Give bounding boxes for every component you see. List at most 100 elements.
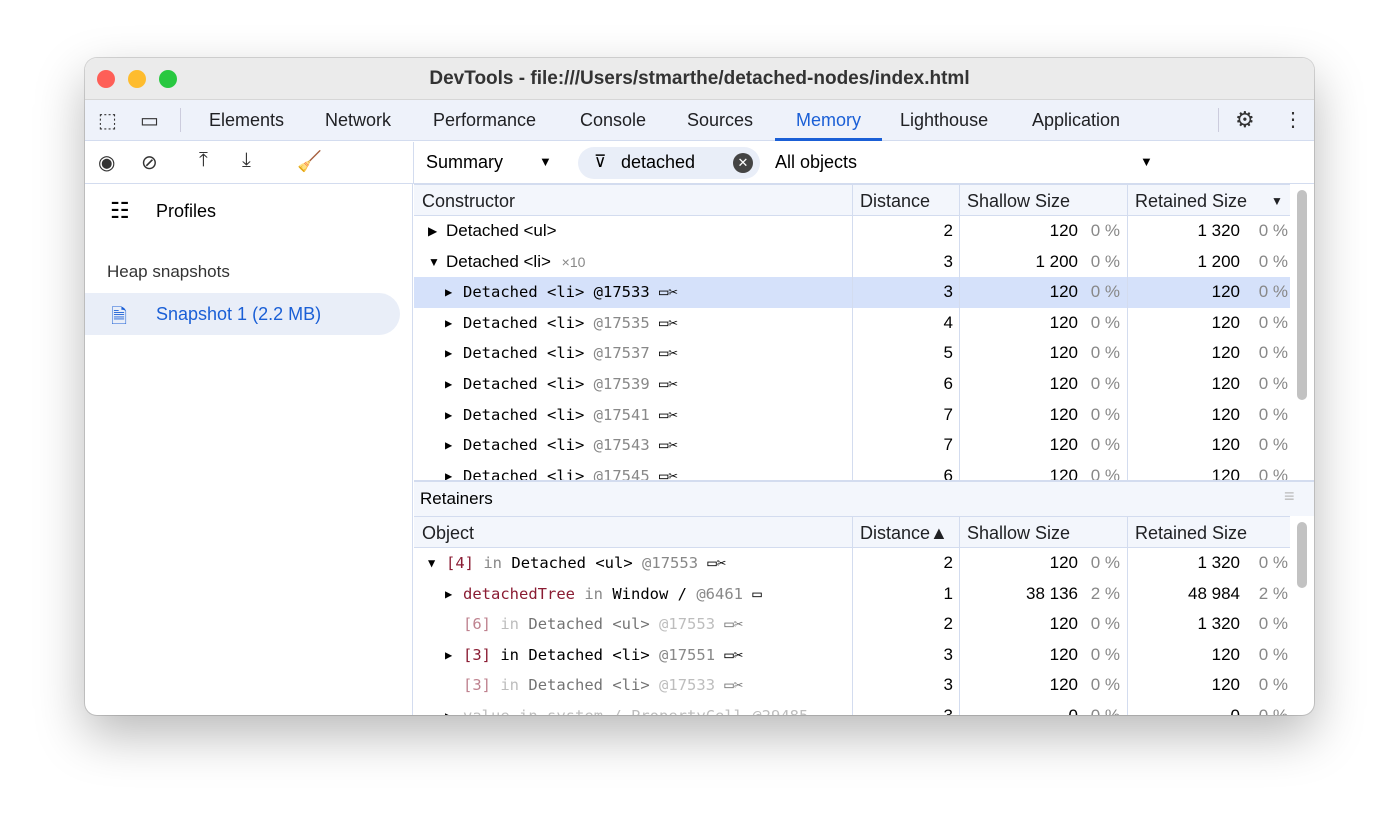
distance-cell: 5: [943, 343, 953, 363]
object-name-part: @6461: [696, 584, 744, 603]
table-row[interactable]: ▶ value in system / PropertyCell @29485 3…: [414, 701, 1290, 715]
tab-performance[interactable]: Performance: [433, 110, 537, 130]
reveal-in-elements-icon[interactable]: ▭: [659, 344, 669, 363]
expanded-arrow-icon[interactable]: ▼: [428, 556, 436, 570]
tab-elements[interactable]: Elements: [209, 110, 285, 130]
retained-percent-cell: 0 %: [1258, 221, 1288, 240]
reveal-in-elements-icon[interactable]: ▭: [659, 313, 669, 332]
tab-network[interactable]: Network: [325, 110, 392, 130]
upload-icon[interactable]: ⤒: [199, 149, 208, 171]
device-toolbar-icon[interactable]: ▭: [140, 110, 159, 132]
collapsed-arrow-icon[interactable]: ▶: [445, 586, 453, 601]
settings-gear-icon[interactable]: ⚙: [1235, 107, 1255, 132]
column-retained-size[interactable]: Retained Size: [1135, 191, 1248, 211]
heap-snapshots-heading: Heap snapshots: [107, 262, 230, 281]
column-shallow-size[interactable]: Shallow Size: [967, 523, 1071, 543]
reveal-in-elements-icon[interactable]: ▭: [752, 584, 762, 603]
drag-handle-icon[interactable]: ≡: [1284, 486, 1295, 506]
collapsed-arrow-icon[interactable]: ▶: [445, 315, 453, 330]
clear-icon[interactable]: ⊘: [141, 152, 158, 174]
filter-input[interactable]: ⊽ detached ✕: [578, 147, 760, 179]
view-select[interactable]: Summary: [426, 152, 504, 172]
table-row[interactable]: ▶ Detached <li> @17537 ▭✂ 5 120 0 % 120 0 %: [414, 338, 1290, 369]
retainers-scrollbar[interactable]: [1297, 522, 1307, 588]
reveal-in-elements-icon[interactable]: ▭: [659, 405, 669, 424]
reveal-in-elements-icon[interactable]: ▭: [724, 615, 734, 634]
column-object[interactable]: Object: [422, 523, 475, 543]
table-row[interactable]: [3] in Detached <li> @17533 ▭✂ 3 120 0 % 120…: [414, 670, 1290, 701]
table-row[interactable]: ▶ Detached <li> @17539 ▭✂ 6 120 0 % 120 0 %: [414, 369, 1290, 400]
shallow-percent-cell: 0 %: [1090, 282, 1120, 302]
column-distance[interactable]: Distance: [860, 191, 931, 211]
reveal-in-elements-icon[interactable]: ▭: [659, 466, 669, 481]
collapsed-arrow-icon[interactable]: ▶: [428, 224, 438, 238]
record-icon[interactable]: ◉: [98, 152, 116, 174]
retainers-title: Retainers: [420, 489, 493, 508]
shallow-percent-cell: 0 %: [1090, 404, 1120, 424]
shallow-size-cell: 120: [1049, 465, 1078, 481]
object-name-part: @17553: [642, 554, 699, 572]
reveal-in-elements-icon[interactable]: ▭: [707, 554, 717, 572]
objects-select-chevron-icon[interactable]: ▼: [1140, 154, 1153, 169]
retainers-header: Retainers ≡: [414, 480, 1314, 516]
collapsed-arrow-icon[interactable]: ▶: [445, 438, 453, 453]
object-name-part: @17533: [659, 676, 716, 695]
table-row[interactable]: ▶ Detached <li> @17535 ▭✂ 4 120 0 % 120 0 %: [414, 308, 1290, 339]
clear-filter-icon[interactable]: ✕: [733, 153, 753, 173]
divider: [180, 108, 181, 132]
tab-memory[interactable]: Memory: [775, 100, 882, 141]
view-select-chevron-icon[interactable]: ▼: [539, 154, 552, 169]
tab-application[interactable]: Application: [1032, 110, 1121, 130]
inspect-element-icon[interactable]: ⬚: [98, 110, 117, 132]
retained-size-cell: 0: [1231, 706, 1240, 715]
table-row[interactable]: ▶ Detached <li> @17545 ▭✂ 6 120 0 % 120 0 %: [414, 461, 1290, 481]
collapsed-arrow-icon[interactable]: ▶: [445, 285, 453, 300]
snapshot-file-icon: 🗎: [111, 306, 128, 328]
shallow-size-cell: 0: [1069, 706, 1078, 715]
table-row[interactable]: ▶ Detached <li> @17541 ▭✂ 7 120 0 % 120 0 %: [414, 400, 1290, 431]
object-name-part: in: [483, 554, 503, 572]
shallow-percent-cell: 0 %: [1090, 465, 1120, 481]
column-constructor[interactable]: Constructor: [422, 191, 516, 211]
column-shallow-size[interactable]: Shallow Size: [967, 191, 1071, 211]
download-icon[interactable]: ⤓: [242, 149, 251, 171]
close-window-button[interactable]: [97, 70, 115, 88]
maximize-window-button[interactable]: [159, 70, 177, 88]
shallow-percent-cell: 0 %: [1090, 553, 1120, 572]
column-retained-size[interactable]: Retained Size: [1135, 523, 1248, 543]
object-name-part: Detached <ul>: [511, 554, 633, 572]
table-row[interactable]: [6] in Detached <ul> @17553 ▭✂ 2 120 0 % 1 3…: [414, 609, 1290, 640]
table-row[interactable]: ▶ [3] in Detached <li> @17551 ▭✂ 3 120 0 % 12…: [414, 640, 1290, 671]
panel-tabs: ⬚ ▭ Elements Network Performance Console…: [85, 100, 1314, 141]
reveal-in-elements-icon[interactable]: ▭: [659, 374, 669, 393]
constructor-scrollbar[interactable]: [1297, 190, 1307, 400]
snapshot-item[interactable]: 🗎 Snapshot 1 (2.2 MB): [85, 293, 400, 335]
collapsed-arrow-icon[interactable]: ▶: [445, 468, 453, 481]
collapsed-arrow-icon[interactable]: ▶: [445, 647, 453, 662]
collapsed-arrow-icon[interactable]: ▶: [445, 346, 453, 361]
object-name-part: [4]: [446, 554, 474, 572]
minimize-window-button[interactable]: [128, 70, 146, 88]
collapsed-arrow-icon[interactable]: ▶: [445, 376, 453, 391]
table-row[interactable]: ▼ Detached <li> ×10 3 1 200 0 % 1 200 0 %: [414, 247, 1290, 278]
table-row[interactable]: ▼ [4] in Detached <ul> @17553 ▭✂ 2 120 0 % 1 …: [414, 548, 1290, 579]
more-options-icon[interactable]: ⋮: [1283, 109, 1303, 131]
objects-select[interactable]: All objects: [775, 152, 858, 172]
tab-sources[interactable]: Sources: [687, 110, 754, 130]
reveal-in-elements-icon[interactable]: ▭: [659, 436, 669, 455]
tab-console[interactable]: Console: [580, 110, 647, 130]
expanded-arrow-icon[interactable]: ▼: [428, 254, 440, 269]
retained-percent-cell: 0 %: [1258, 373, 1288, 393]
reveal-in-elements-icon[interactable]: ▭: [724, 645, 734, 664]
garbage-collect-broom-icon[interactable]: 🧹: [297, 151, 322, 173]
shallow-size-cell: 38 136: [1026, 583, 1078, 603]
column-distance-sorted[interactable]: Distance▲: [860, 523, 948, 543]
table-row[interactable]: ▶ Detached <li> @17543 ▭✂ 7 120 0 % 120 0 %: [414, 430, 1290, 461]
table-row[interactable]: ▶ detachedTree in Window / @6461 ▭ 1 38 136…: [414, 579, 1290, 610]
reveal-in-elements-icon[interactable]: ▭: [659, 283, 669, 302]
tab-lighthouse[interactable]: Lighthouse: [900, 110, 989, 130]
collapsed-arrow-icon[interactable]: ▶: [445, 709, 452, 715]
table-row[interactable]: ▶ Detached <ul> 2 120 0 % 1 320 0 %: [414, 216, 1290, 247]
collapsed-arrow-icon[interactable]: ▶: [445, 407, 453, 422]
reveal-in-elements-icon[interactable]: ▭: [724, 676, 734, 695]
